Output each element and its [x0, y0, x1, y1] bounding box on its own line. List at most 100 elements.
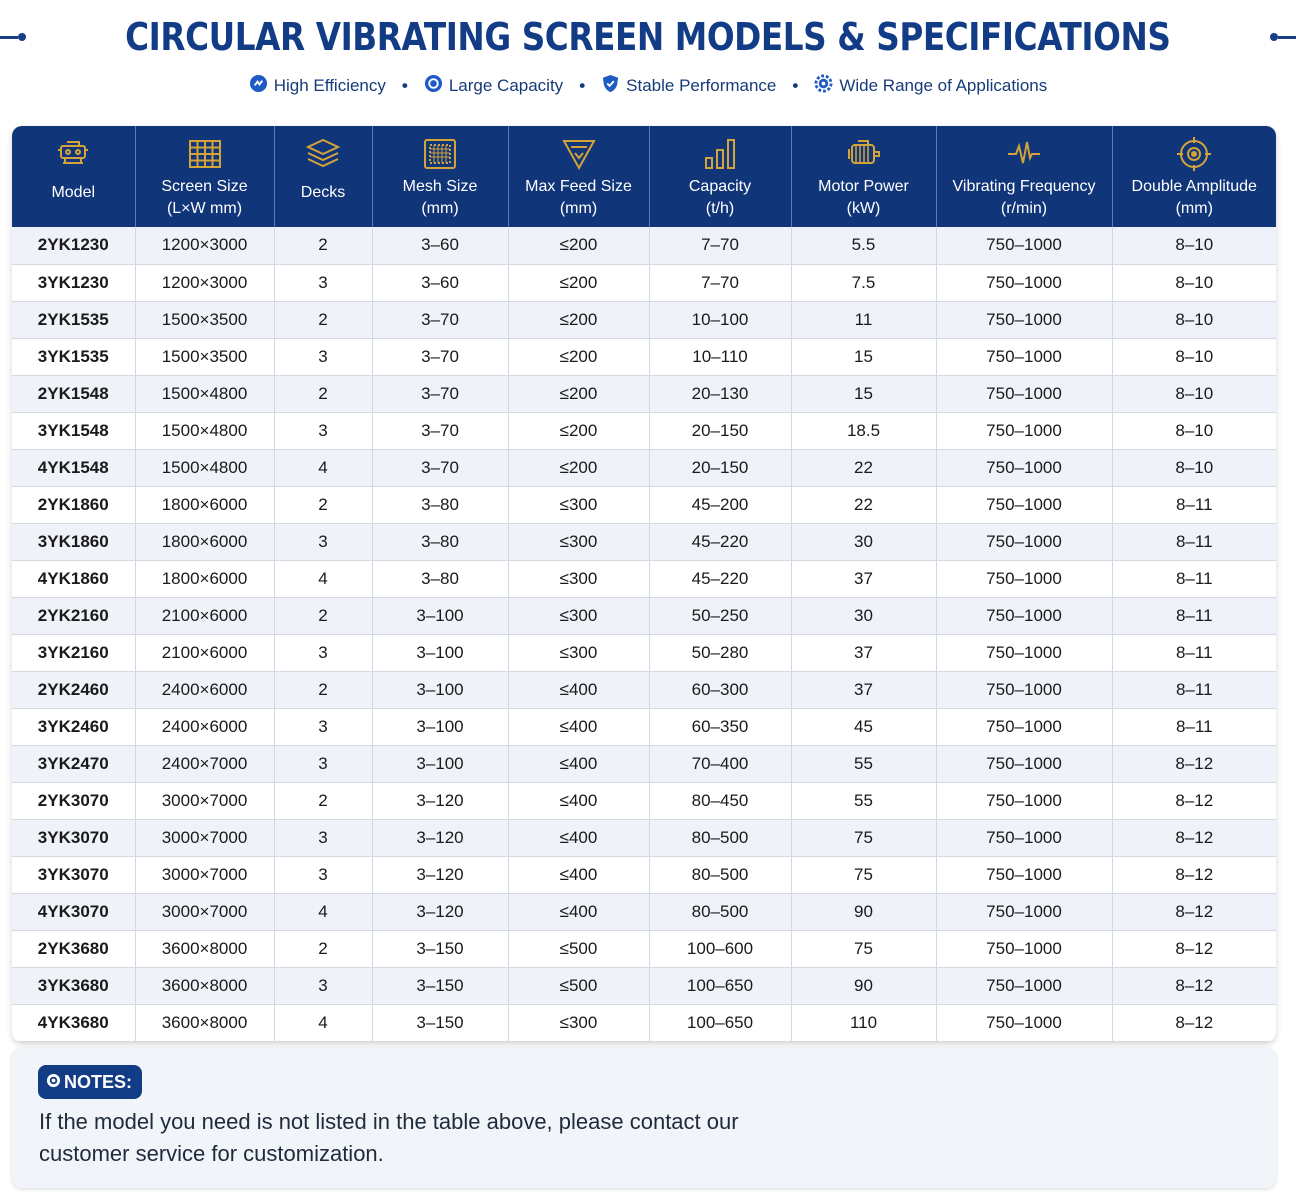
- header-label: Vibrating Frequency: [952, 178, 1096, 195]
- table-row: 2YK1548 1500×4800 2 3–70 ≤200 20–130 15 750–100…: [12, 375, 1276, 413]
- title-decor-left: [0, 33, 27, 41]
- header-label: Mesh Size: [402, 178, 478, 195]
- cell-max-feed-size: ≤400: [508, 856, 650, 894]
- cell-max-feed-size: ≤200: [508, 412, 650, 450]
- cell-vibrating-frequency: 750–1000: [936, 227, 1113, 265]
- notes-badge-label: NOTES:: [64, 1071, 133, 1092]
- cell-vibrating-frequency: 750–1000: [936, 412, 1113, 450]
- header-unit: (mm): [559, 200, 598, 217]
- feature-separator: •: [792, 76, 799, 95]
- table-row: 3YK2460 2400×6000 3 3–100 ≤400 60–350 45 750–10…: [12, 708, 1276, 746]
- cell-vibrating-frequency: 750–1000: [936, 264, 1113, 302]
- cell-mesh-size: 3–70: [372, 301, 509, 339]
- cell-decks: 2: [274, 301, 373, 339]
- cell-screen-size: 1500×3500: [135, 338, 275, 376]
- cell-double-amplitude: 8–11: [1112, 560, 1276, 598]
- cell-double-amplitude: 8–12: [1112, 1004, 1276, 1042]
- cell-screen-size: 1800×6000: [135, 486, 275, 524]
- cell-double-amplitude: 8–10: [1112, 301, 1276, 339]
- cell-model: 3YK2470: [12, 745, 136, 783]
- cell-max-feed-size: ≤200: [508, 301, 650, 339]
- cell-decks: 4: [274, 560, 373, 598]
- table-row: 2YK1860 1800×6000 2 3–80 ≤300 45–200 22 750–100…: [12, 486, 1276, 524]
- cell-screen-size: 1500×4800: [135, 412, 275, 450]
- table-row: 3YK1548 1500×4800 3 3–70 ≤200 20–150 18.5 750–1…: [12, 412, 1276, 450]
- cell-max-feed-size: ≤300: [508, 1004, 650, 1042]
- cell-vibrating-frequency: 750–1000: [936, 449, 1113, 487]
- motor-icon: [846, 136, 882, 172]
- table-row: 2YK2160 2100×6000 2 3–100 ≤300 50–250 30 750–10…: [12, 597, 1276, 635]
- cell-mesh-size: 3–70: [372, 449, 509, 487]
- cell-screen-size: 3600×8000: [135, 967, 275, 1005]
- cell-decks: 4: [274, 893, 373, 931]
- cell-double-amplitude: 8–11: [1112, 634, 1276, 672]
- cell-max-feed-size: ≤400: [508, 671, 650, 709]
- cell-decks: 3: [274, 856, 373, 894]
- cell-model: 4YK1860: [12, 560, 136, 598]
- gear-icon: [814, 74, 839, 98]
- table-row: 2YK3070 3000×7000 2 3–120 ≤400 80–450 55 750–10…: [12, 782, 1276, 820]
- cell-capacity: 7–70: [649, 264, 792, 302]
- cell-max-feed-size: ≤300: [508, 523, 650, 561]
- cell-mesh-size: 3–150: [372, 967, 509, 1005]
- cell-capacity: 20–150: [649, 412, 792, 450]
- cell-model: 2YK2460: [12, 671, 136, 709]
- cell-max-feed-size: ≤200: [508, 375, 650, 413]
- cell-max-feed-size: ≤400: [508, 708, 650, 746]
- cell-max-feed-size: ≤400: [508, 819, 650, 857]
- header-capacity: Capacity (t/h): [649, 126, 792, 227]
- cell-model: 3YK2460: [12, 708, 136, 746]
- cell-motor-power: 75: [791, 856, 937, 894]
- cell-double-amplitude: 8–12: [1112, 930, 1276, 968]
- feature-stable-performance: Stable Performance: [601, 74, 776, 98]
- cell-screen-size: 3000×7000: [135, 856, 275, 894]
- cell-motor-power: 90: [791, 893, 937, 931]
- cell-vibrating-frequency: 750–1000: [936, 856, 1113, 894]
- cell-mesh-size: 3–70: [372, 375, 509, 413]
- cell-vibrating-frequency: 750–1000: [936, 375, 1113, 413]
- table-row: 4YK3070 3000×7000 4 3–120 ≤400 80–500 90 750–10…: [12, 893, 1276, 931]
- cell-max-feed-size: ≤500: [508, 930, 650, 968]
- cell-motor-power: 11: [791, 301, 937, 339]
- cell-mesh-size: 3–150: [372, 1004, 509, 1042]
- cell-capacity: 45–220: [649, 523, 792, 561]
- feature-separator: •: [579, 76, 586, 95]
- cell-motor-power: 30: [791, 597, 937, 635]
- header-unit: (r/min): [1000, 200, 1048, 217]
- cell-screen-size: 3600×8000: [135, 930, 275, 968]
- title-decor-right: [1269, 33, 1296, 41]
- cell-decks: 4: [274, 1004, 373, 1042]
- cell-mesh-size: 3–100: [372, 745, 509, 783]
- cell-capacity: 10–110: [649, 338, 792, 376]
- table-row: 2YK2460 2400×6000 2 3–100 ≤400 60–300 37 750–10…: [12, 671, 1276, 709]
- cell-vibrating-frequency: 750–1000: [936, 1004, 1113, 1042]
- cell-screen-size: 2100×6000: [135, 597, 275, 635]
- cell-screen-size: 1800×6000: [135, 523, 275, 561]
- cell-screen-size: 3000×7000: [135, 819, 275, 857]
- table-row: 3YK1535 1500×3500 3 3–70 ≤200 10–110 15 750–100…: [12, 338, 1276, 376]
- cell-double-amplitude: 8–12: [1112, 819, 1276, 857]
- machine-icon: [55, 136, 91, 172]
- cell-mesh-size: 3–60: [372, 227, 509, 265]
- cell-motor-power: 5.5: [791, 227, 937, 265]
- cell-screen-size: 1200×3000: [135, 227, 275, 265]
- header-model: Model: [12, 126, 136, 227]
- efficiency-icon: [249, 74, 274, 98]
- cell-double-amplitude: 8–10: [1112, 338, 1276, 376]
- feature-label: Stable Performance: [626, 76, 777, 95]
- cell-vibrating-frequency: 750–1000: [936, 708, 1113, 746]
- cell-max-feed-size: ≤300: [508, 634, 650, 672]
- cell-mesh-size: 3–100: [372, 671, 509, 709]
- cell-decks: 3: [274, 523, 373, 561]
- cell-max-feed-size: ≤200: [508, 338, 650, 376]
- cell-vibrating-frequency: 750–1000: [936, 782, 1113, 820]
- cell-capacity: 50–280: [649, 634, 792, 672]
- cell-mesh-size: 3–60: [372, 264, 509, 302]
- cell-decks: 3: [274, 967, 373, 1005]
- cell-motor-power: 55: [791, 745, 937, 783]
- cell-motor-power: 37: [791, 634, 937, 672]
- title-bar: CIRCULAR VIBRATING SCREEN MODELS & SPECI…: [0, 12, 1296, 62]
- mesh-icon: [422, 136, 458, 172]
- cell-model: 2YK1860: [12, 486, 136, 524]
- cell-mesh-size: 3–100: [372, 597, 509, 635]
